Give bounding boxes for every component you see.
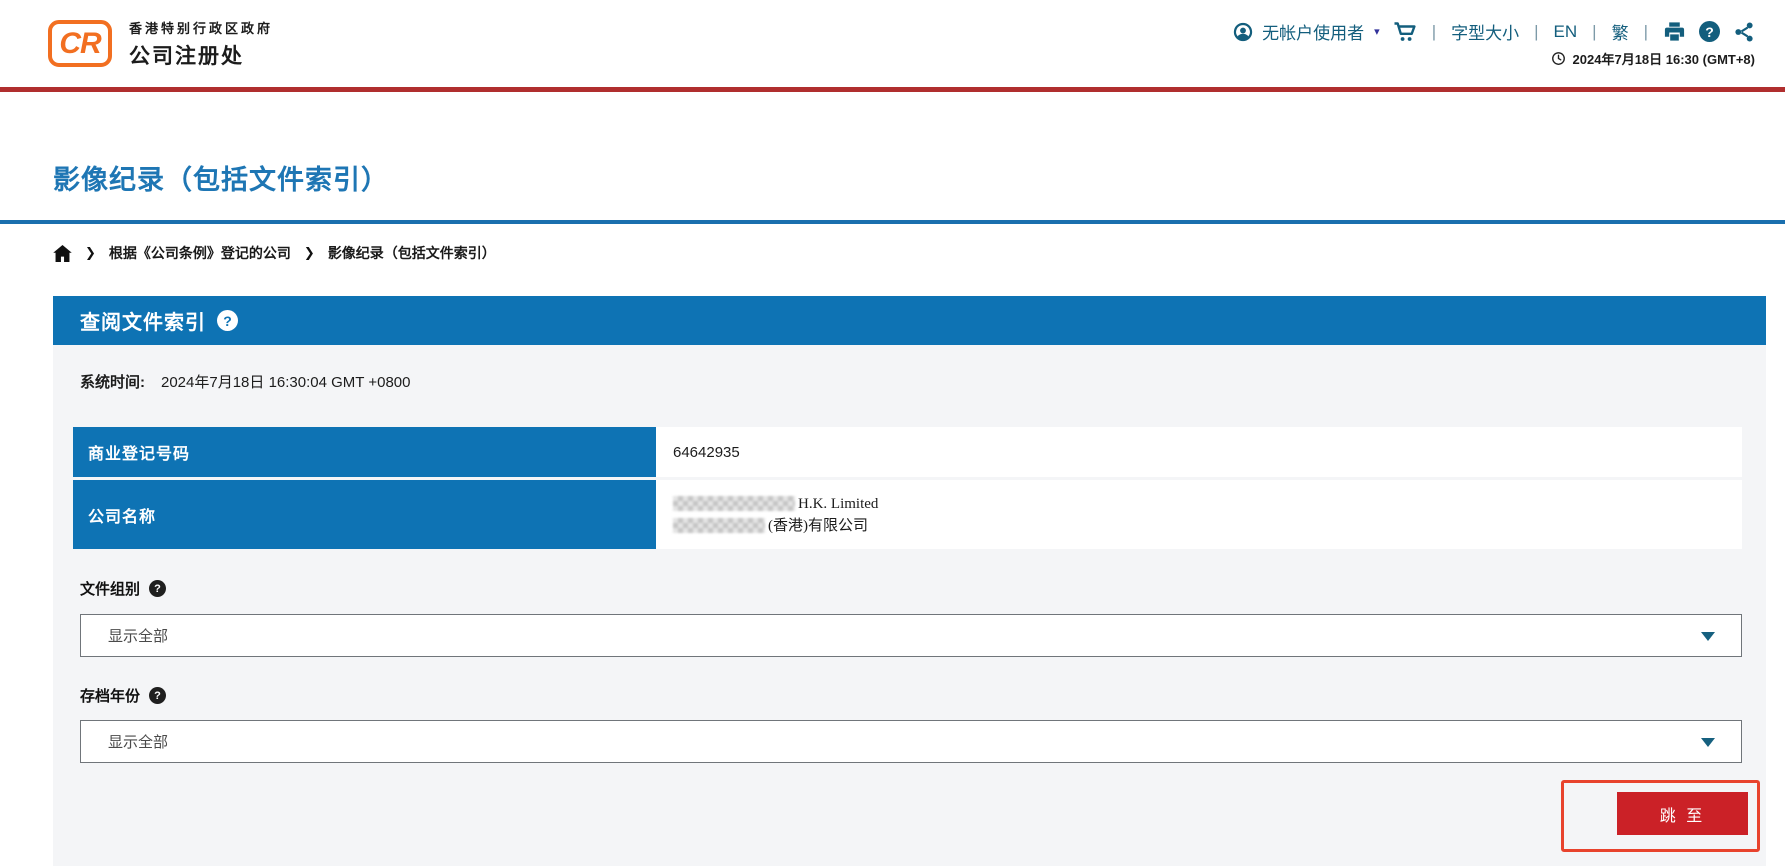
brn-value: 64642935	[673, 443, 740, 461]
home-icon[interactable]	[53, 244, 72, 262]
system-time-label: 系统时间:	[80, 374, 145, 391]
brn-value-cell: 64642935	[656, 427, 1742, 477]
breadcrumb: ❯ 根据《公司条例》登记的公司 ❯ 影像纪录（包括文件索引）	[53, 243, 1785, 263]
system-time-row: 系统时间: 2024年7月18日 16:30:04 GMT +0800	[53, 345, 1766, 392]
redaction-block	[673, 518, 765, 533]
page-title: 影像纪录（包括文件索引）	[53, 165, 389, 195]
nav-separator: |	[1643, 21, 1648, 41]
gov-line2: 公司注册处	[129, 44, 244, 68]
company-name-label-cell: 公司名称	[73, 480, 656, 549]
dropdown-arrow-icon	[1701, 737, 1715, 747]
user-menu[interactable]: 无帐户使用者 ▾	[1232, 19, 1380, 44]
filing-year-label: 存档年份	[80, 688, 141, 705]
company-name-zh: (香港)有限公司	[768, 517, 868, 534]
system-datetime: 2024年7月18日 16:30 (GMT+8)	[1551, 49, 1755, 68]
cr-logo: CR	[48, 20, 112, 67]
document-group-label: 文件组别	[80, 581, 141, 598]
panel-header: 查阅文件索引 ?	[53, 296, 1766, 345]
filing-year-help-icon[interactable]: ?	[149, 687, 167, 704]
font-size-link[interactable]: 字型大小	[1451, 24, 1520, 43]
go-to-button[interactable]: 跳 至	[1617, 792, 1748, 835]
breadcrumb-chevron-icon: ❯	[303, 245, 315, 260]
filing-year-select[interactable]: 显示全部	[80, 720, 1742, 763]
company-name-en: H.K. Limited	[798, 495, 879, 512]
table-row-company-name: 公司名称 H.K. Limited (香港)有限公司	[73, 480, 1742, 549]
user-menu-label: 无帐户使用者	[1262, 24, 1365, 43]
click-highlight-outline	[1561, 780, 1760, 852]
top-header: CR 香港特别行政区政府 公司注册处 无帐户使用者 ▾	[0, 0, 1785, 87]
breadcrumb-current: 影像纪录（包括文件索引）	[327, 245, 496, 261]
document-group-selected-value: 显示全部	[108, 628, 169, 645]
company-info-table: 商业登记号码 64642935 公司名称 H.K. Limited (香港)有限…	[73, 427, 1742, 549]
user-icon	[1232, 21, 1254, 43]
lang-en-link[interactable]: EN	[1553, 21, 1578, 41]
breadcrumb-companies-link[interactable]: 根据《公司条例》登记的公司	[108, 245, 291, 261]
filing-year-selected-value: 显示全部	[108, 734, 169, 751]
panel-help-icon[interactable]: ?	[217, 310, 238, 331]
dropdown-arrow-icon	[1701, 631, 1715, 641]
lang-traditional-link[interactable]: 繁	[1611, 24, 1629, 43]
company-name-zh-line: (香港)有限公司	[673, 515, 1742, 537]
gov-line1: 香港特别行政区政府	[129, 20, 274, 36]
cart-icon[interactable]	[1393, 20, 1417, 44]
nav-separator: |	[1431, 21, 1437, 41]
panel-title: 查阅文件索引	[80, 312, 206, 334]
table-row-brn: 商业登记号码 64642935	[73, 427, 1742, 477]
document-group-help-icon[interactable]: ?	[149, 580, 167, 597]
header-red-divider	[0, 87, 1785, 92]
nav-separator: |	[1592, 21, 1597, 41]
share-icon[interactable]	[1733, 21, 1755, 43]
breadcrumb-chevron-icon: ❯	[85, 245, 96, 260]
document-group-select[interactable]: 显示全部	[80, 614, 1742, 657]
brn-label-cell: 商业登记号码	[73, 427, 656, 477]
nav-row-main: 无帐户使用者 ▾ | 字型大小 | EN | 繁 |	[1232, 19, 1755, 44]
help-icon[interactable]: ?	[1699, 21, 1720, 42]
redaction-block	[673, 496, 795, 511]
search-document-index-panel: 查阅文件索引 ? 系统时间: 2024年7月18日 16:30:04 GMT +…	[53, 296, 1766, 866]
nav-separator: |	[1534, 21, 1539, 41]
chevron-down-icon: ▾	[1374, 26, 1380, 38]
document-group-label-row: 文件组别 ?	[80, 578, 1766, 599]
company-name-en-line: H.K. Limited	[673, 493, 1742, 515]
top-nav: 无帐户使用者 ▾ | 字型大小 | EN | 繁 |	[1232, 19, 1755, 68]
gov-title: 香港特别行政区政府 公司注册处	[129, 18, 273, 70]
title-blue-divider	[0, 220, 1785, 224]
clock-icon	[1551, 51, 1566, 66]
datetime-text: 2024年7月18日 16:30 (GMT+8)	[1572, 52, 1755, 67]
company-name-value-cell: H.K. Limited (香港)有限公司	[656, 480, 1742, 549]
submit-area: 跳 至	[53, 780, 1766, 852]
filing-year-label-row: 存档年份 ?	[80, 685, 1766, 706]
system-time-value: 2024年7月18日 16:30:04 GMT +0800	[161, 374, 411, 391]
print-icon[interactable]	[1663, 20, 1686, 43]
brand[interactable]: CR 香港特别行政区政府 公司注册处	[48, 18, 273, 70]
